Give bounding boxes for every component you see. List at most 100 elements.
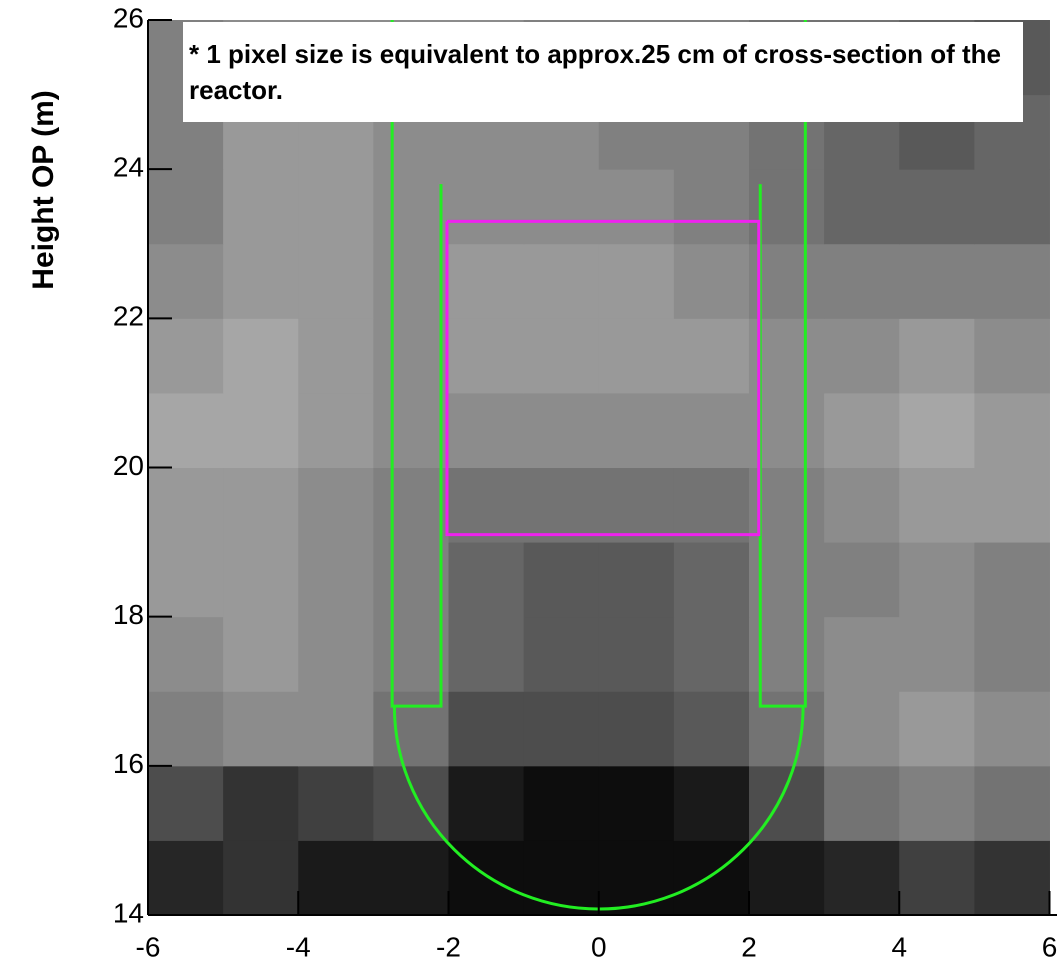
heatmap-cell — [148, 467, 224, 543]
heatmap-cell — [598, 840, 675, 916]
heatmap-cell — [448, 840, 525, 916]
heatmap-cell — [824, 765, 900, 841]
heatmap-cell — [148, 392, 224, 468]
heatmap-cell — [673, 392, 750, 468]
heatmap-cell — [598, 243, 675, 319]
heatmap-cell — [298, 169, 374, 245]
heatmap-cell — [223, 318, 299, 394]
heatmap-cell — [373, 169, 449, 245]
heatmap-cell — [298, 765, 374, 841]
heatmap-cell — [448, 616, 525, 692]
heatmap-cell — [448, 467, 525, 543]
heatmap-cell — [598, 616, 675, 692]
heatmap-cell — [448, 691, 525, 767]
heatmap-cell — [598, 691, 675, 767]
x-tick-label: -4 — [286, 931, 311, 962]
heatmap-cell — [523, 243, 600, 319]
heatmap-cell — [673, 542, 750, 618]
outline — [390, 20, 443, 708]
heatmap-cell — [148, 243, 224, 319]
heatmap-cell — [899, 840, 975, 916]
heatmap-cell — [974, 467, 1050, 543]
heatmap-cell — [148, 765, 224, 841]
heatmap-cell — [673, 840, 750, 916]
heatmap-cell — [673, 169, 750, 245]
heatmap-cell — [824, 467, 900, 543]
heatmap-cell — [448, 318, 525, 394]
y-tick-label: 20 — [113, 450, 144, 481]
heatmap-cell — [673, 691, 750, 767]
heatmap-cell — [523, 169, 600, 245]
heatmap-cell — [373, 467, 449, 543]
heatmap-cell — [373, 691, 449, 767]
heatmap-cell — [899, 467, 975, 543]
heatmap-cell — [148, 169, 224, 245]
heatmap-cell — [523, 392, 600, 468]
heatmap-cell — [223, 691, 299, 767]
heatmap-cell — [974, 542, 1050, 618]
heatmap-cell — [148, 616, 224, 692]
heatmap-cell — [899, 616, 975, 692]
heatmap-cell — [448, 169, 525, 245]
heatmap-cell — [223, 616, 299, 692]
heatmap-cell — [373, 542, 449, 618]
heatmap-cell — [974, 169, 1050, 245]
heatmap-cell — [148, 840, 224, 916]
heatmap-cell — [974, 691, 1050, 767]
heatmap-cell — [223, 243, 299, 319]
heatmap-cell — [373, 392, 449, 468]
y-tick-label: 26 — [113, 2, 144, 33]
heatmap-cell — [223, 542, 299, 618]
heatmap-cell — [824, 542, 900, 618]
heatmap-cell — [974, 392, 1050, 468]
outline — [758, 20, 807, 708]
x-tick-label: 0 — [591, 931, 607, 962]
heatmap-cell — [298, 318, 374, 394]
x-tick-label: 6 — [1042, 931, 1057, 962]
heatmap-cell — [223, 467, 299, 543]
heatmap-cell — [223, 169, 299, 245]
heatmap-cell — [899, 691, 975, 767]
heatmap-cell — [824, 318, 900, 394]
heatmap-cell — [824, 840, 900, 916]
heatmap-cell — [298, 467, 374, 543]
heatmap-cell — [523, 616, 600, 692]
heatmap-cell — [974, 318, 1050, 394]
heatmap-cell — [598, 169, 675, 245]
heatmap-cell — [373, 243, 449, 319]
heatmap-cell — [673, 765, 750, 841]
heatmap-cell — [598, 392, 675, 468]
heatmap-cell — [974, 616, 1050, 692]
heatmap-cell — [598, 542, 675, 618]
heatmap-cell — [448, 765, 525, 841]
heatmap-cell — [148, 318, 224, 394]
heatmap-cell — [899, 318, 975, 394]
heatmap-cell — [523, 840, 600, 916]
y-tick-label: 16 — [113, 748, 144, 779]
heatmap-cell — [899, 542, 975, 618]
heatmap-cell — [974, 840, 1050, 916]
heatmap-cell — [448, 542, 525, 618]
heatmap-cell — [899, 243, 975, 319]
x-tick-label: 2 — [741, 931, 757, 962]
heatmap-cell — [598, 765, 675, 841]
annotation: * 1 pixel size is equivalent to approx.2… — [183, 22, 1023, 122]
heatmap-cell — [748, 840, 825, 916]
heatmap-cell — [523, 467, 600, 543]
heatmap-cell — [298, 840, 374, 916]
heatmap-cell — [523, 691, 600, 767]
y-tick-label: 22 — [113, 301, 144, 332]
heatmap-cell — [298, 243, 374, 319]
heatmap-cell — [673, 318, 750, 394]
heatmap-cell — [298, 542, 374, 618]
heatmap-cell — [974, 765, 1050, 841]
heatmap-cell — [824, 243, 900, 319]
heatmap-cell — [673, 467, 750, 543]
heatmap-cell — [373, 840, 449, 916]
heatmap-cell — [824, 616, 900, 692]
heatmap-cell — [223, 392, 299, 468]
heatmap-cell — [824, 392, 900, 468]
heatmap-cell — [298, 691, 374, 767]
heatmap-cell — [974, 243, 1050, 319]
